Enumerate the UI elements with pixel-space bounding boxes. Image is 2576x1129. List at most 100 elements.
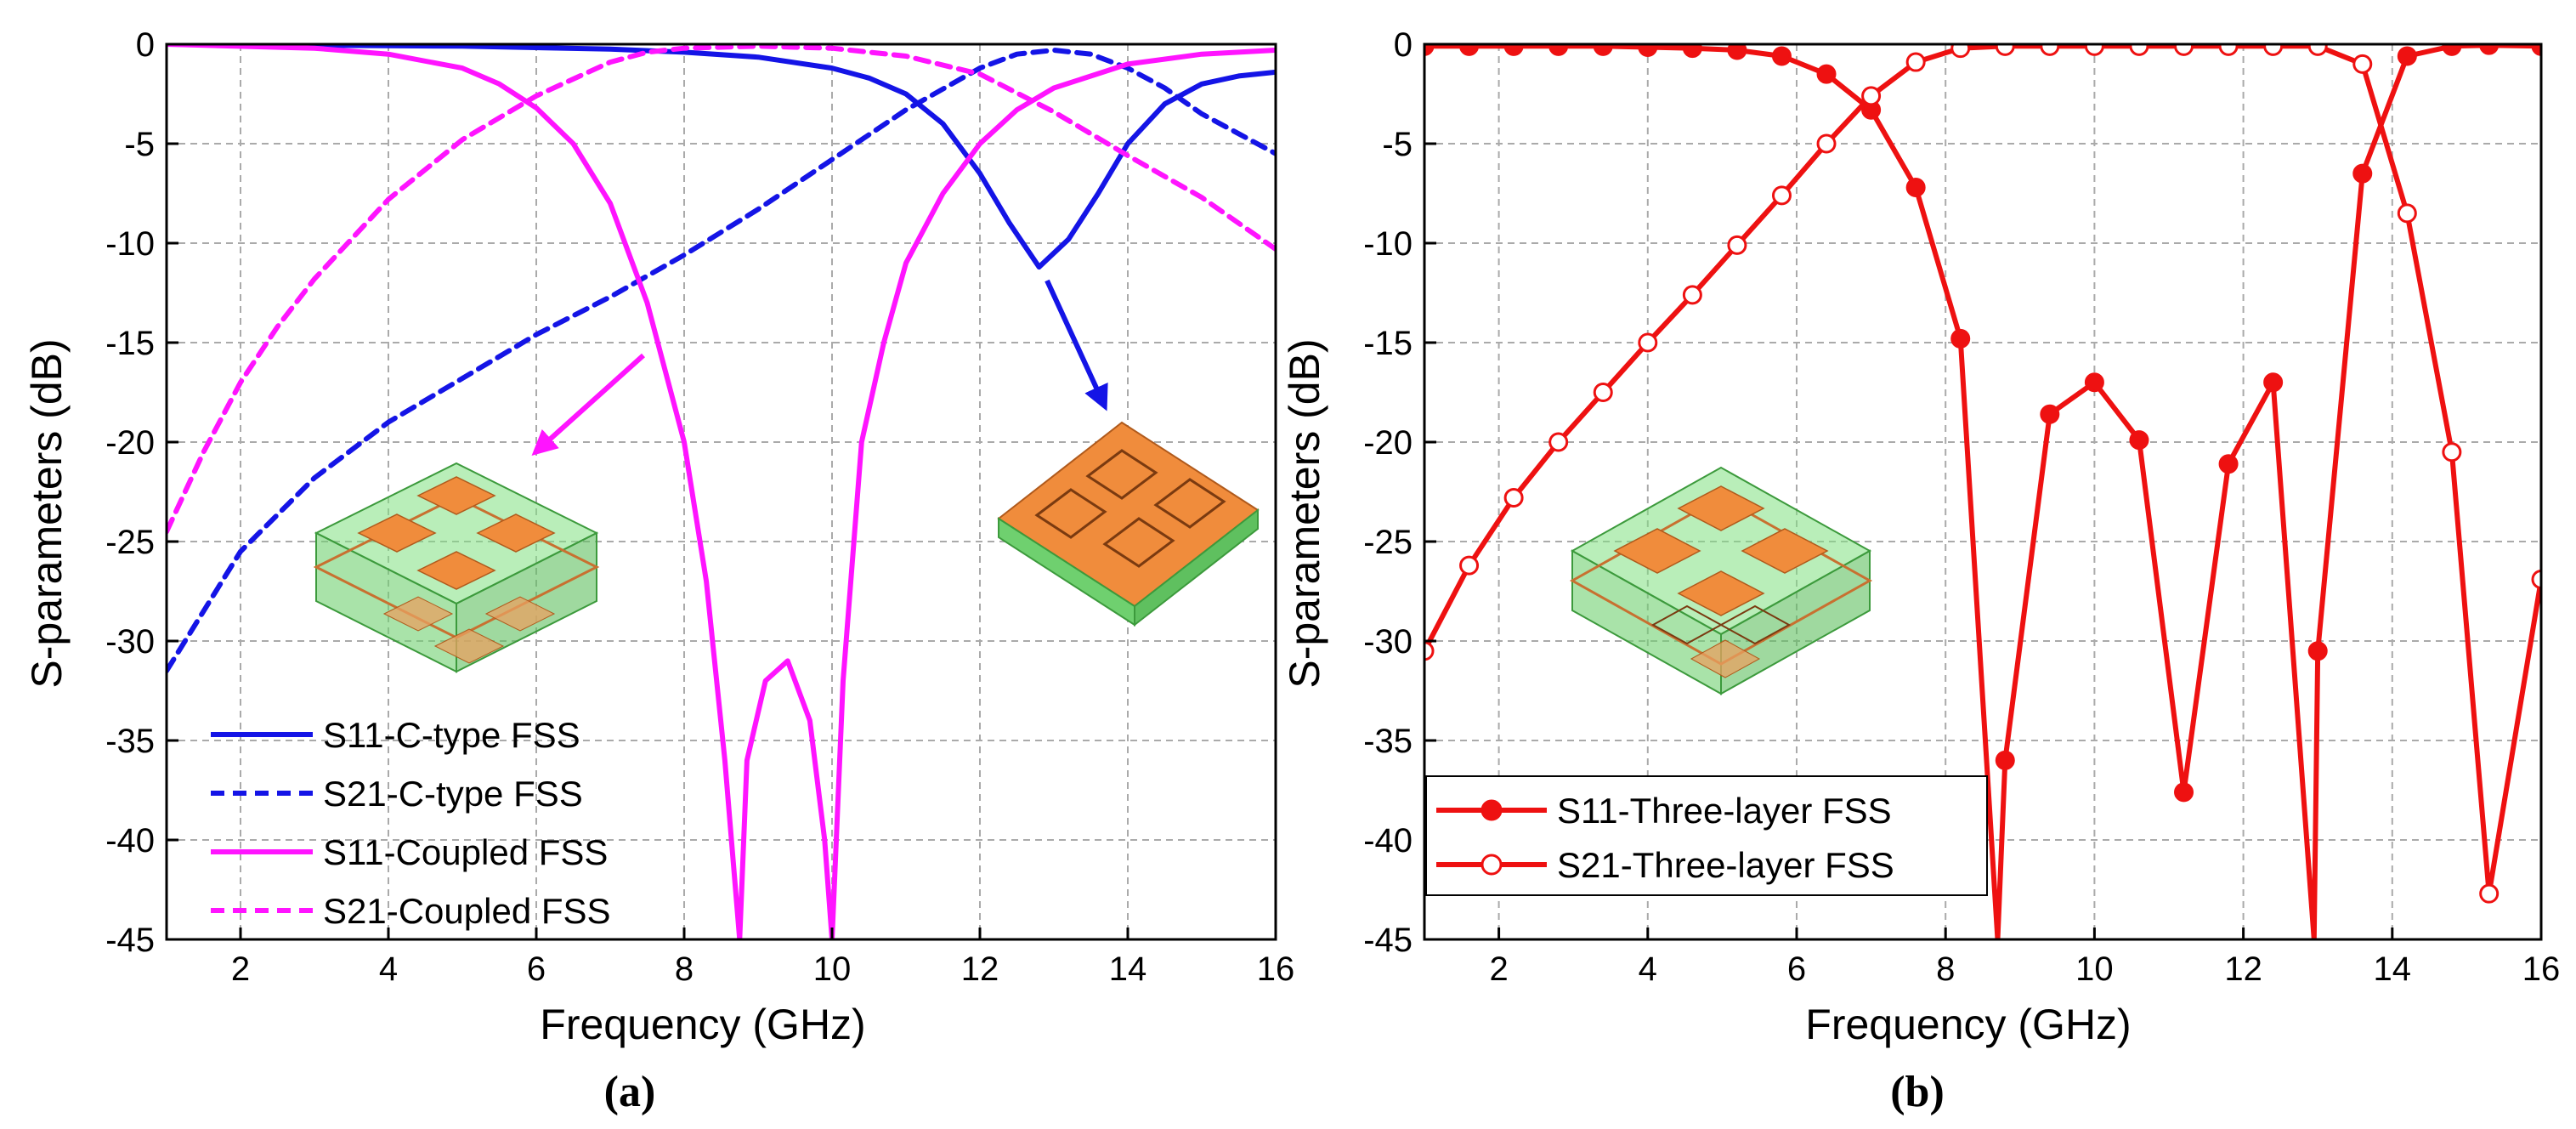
series-line-1	[167, 44, 1276, 270]
c-type-fss-illustration	[997, 421, 1260, 627]
x-tick-label: 14	[1109, 950, 1147, 988]
x-axis-label: Frequency (GHz)	[540, 1001, 865, 1048]
y-tick-label: -10	[1363, 225, 1413, 263]
data-point	[1424, 44, 1435, 56]
data-point	[2040, 404, 2060, 424]
y-tick-label: 0	[136, 26, 155, 64]
data-point	[2129, 430, 2149, 451]
data-point	[1548, 44, 1569, 56]
data-point	[1727, 44, 1747, 60]
y-tick-label: -25	[1363, 524, 1413, 561]
data-point	[1638, 332, 1658, 353]
data-point	[1593, 383, 1613, 402]
x-tick-label: 2	[1489, 950, 1508, 988]
data-point	[1861, 86, 1882, 106]
data-point	[2263, 44, 2284, 56]
data-point	[2442, 44, 2462, 56]
series-line-3	[167, 44, 1276, 939]
data-point	[1816, 64, 1837, 84]
data-point	[1459, 44, 1480, 56]
data-point	[2352, 163, 2373, 184]
data-point	[2352, 54, 2373, 74]
data-point	[1682, 44, 1702, 59]
data-point	[2174, 44, 2194, 56]
y-tick-label: -40	[105, 822, 155, 860]
data-point	[1816, 133, 1837, 154]
data-point	[2129, 44, 2149, 56]
data-point	[2084, 44, 2104, 56]
y-tick-label: -35	[105, 723, 155, 760]
data-point	[1682, 285, 1702, 305]
y-tick-label: -30	[105, 623, 155, 661]
data-point	[2307, 641, 2328, 661]
panel-caption: (b)	[1890, 1068, 1945, 1116]
data-point	[1995, 44, 2015, 56]
legend-label: S21-C-type FSS	[323, 774, 583, 814]
x-tick-label: 8	[675, 950, 694, 988]
data-point	[2397, 203, 2417, 224]
grid-lines	[1424, 44, 2541, 939]
axis-ticks: 2 4 6 8 10 12 14 16 0 -5 -10 -15 -20 -25 -30 -35 -40 -45	[105, 26, 1294, 988]
data-point	[1459, 555, 1480, 576]
plot-frame	[1423, 43, 2543, 941]
y-tick-label: -35	[1363, 723, 1413, 760]
data-point	[1548, 432, 1569, 452]
data-point	[1593, 44, 1613, 56]
x-tick-label: 4	[1639, 950, 1657, 988]
legend: S11-Three-layer FSS S21-Three-layer FSS	[1425, 775, 1988, 896]
y-tick-label: -25	[105, 524, 155, 561]
legend-label: S21-Coupled FSS	[323, 891, 611, 931]
x-tick-label: 2	[231, 950, 250, 988]
legend-label: S21-Three-layer FSS	[1557, 845, 1894, 885]
data-point	[1727, 235, 1747, 255]
y-tick-label: -45	[105, 922, 155, 959]
axis-ticks: 2 4 6 8 10 12 14 16 0 -5 -10 -15 -20 -25 -30 -35 -40 -45	[1363, 26, 2560, 988]
data-point	[2397, 46, 2417, 66]
three-layer-fss-illustration	[1569, 466, 1873, 695]
series-line-2	[1424, 44, 2541, 897]
series-line-4	[167, 44, 1276, 535]
data-point	[2531, 569, 2541, 589]
data-point	[1424, 641, 1435, 661]
x-tick-label: 10	[2075, 950, 2114, 988]
data-point	[1503, 488, 1524, 508]
legend-box	[1425, 775, 1988, 896]
data-point	[1771, 46, 1792, 66]
y-tick-label: -5	[124, 126, 155, 163]
legend-label: S11-Three-layer FSS	[1557, 791, 1892, 831]
data-point	[1950, 328, 1971, 349]
data-point	[2218, 44, 2239, 56]
y-axis-label: S-parameters (dB)	[23, 338, 71, 688]
coupled-fss-illustration	[313, 462, 600, 673]
data-point	[1950, 44, 1971, 59]
panel-b: 2 4 6 8 10 12 14 160-5-10-15-20-25-30-35-40-45 …	[1281, 26, 2560, 1116]
x-tick-label: 4	[379, 950, 398, 988]
data-point	[2531, 44, 2541, 56]
series-line-2	[167, 48, 1276, 674]
y-tick-label: -5	[1382, 126, 1413, 163]
x-axis-label: Frequency (GHz)	[1805, 1001, 2131, 1048]
data-point	[1503, 44, 1524, 56]
x-tick-label: 14	[2374, 950, 2412, 988]
x-tick-label: 12	[961, 950, 999, 988]
annotation-arrow-c-type	[1045, 279, 1108, 411]
y-tick-label: -45	[1363, 922, 1413, 959]
y-tick-label: -20	[105, 424, 155, 462]
y-tick-label: -30	[1363, 623, 1413, 661]
x-tick-label: 6	[1787, 950, 1806, 988]
y-tick-label: -15	[1363, 325, 1413, 362]
legend-marker	[1480, 799, 1503, 821]
data-point	[1638, 44, 1658, 58]
data-point	[1771, 185, 1792, 206]
x-tick-label: 8	[1936, 950, 1955, 988]
legend-marker	[1480, 854, 1503, 876]
x-tick-label: 16	[2522, 950, 2561, 988]
data-point	[2218, 454, 2239, 474]
data-point	[2307, 44, 2328, 56]
y-tick-label: 0	[1394, 26, 1413, 64]
series-lines	[1424, 44, 2541, 939]
y-axis-label: S-parameters (dB)	[1281, 338, 1328, 688]
x-tick-label: 10	[813, 950, 852, 988]
series-line-1	[1424, 44, 2541, 939]
